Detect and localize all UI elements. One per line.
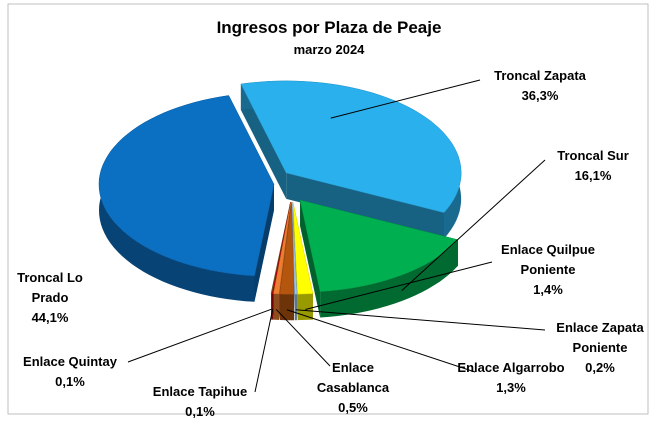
label-value: 0,1% xyxy=(185,404,215,419)
data-label: Enlace Algarrobo 1,3% xyxy=(456,358,566,398)
label-value: 0,1% xyxy=(55,374,85,389)
slice-side xyxy=(320,239,458,318)
slice-side xyxy=(279,294,294,321)
slice xyxy=(98,95,275,277)
label-value: 44,1% xyxy=(31,310,69,325)
slice-side xyxy=(294,294,297,321)
chart-subtitle: marzo 2024 xyxy=(293,42,365,57)
label-category: Enlace Algarrobo xyxy=(457,360,565,375)
label-value: 16,1% xyxy=(574,168,612,183)
label-category: Troncal Lo Prado xyxy=(17,270,83,305)
slice-wall xyxy=(254,184,274,302)
slice xyxy=(240,80,462,213)
slice xyxy=(299,199,459,292)
label-value: 36,3% xyxy=(521,88,559,103)
label-category: Enlace Quintay xyxy=(23,354,117,369)
slice-wall xyxy=(240,84,287,199)
label-category: Enlace Quilpue Poniente xyxy=(501,242,595,277)
leader-line xyxy=(275,309,331,367)
slice-side xyxy=(297,293,313,321)
data-label: Troncal Lo Prado 44,1% xyxy=(8,268,92,328)
data-label: Enlace Casablanca 0,5% xyxy=(298,358,408,418)
data-label: Troncal Sur 16,1% xyxy=(548,146,638,186)
chart-title: Ingresos por Plaza de Peaje xyxy=(216,18,442,37)
slice xyxy=(292,202,314,295)
data-label: Enlace Quilpue Poniente 1,4% xyxy=(478,240,618,300)
label-category: Enlace Casablanca xyxy=(316,360,390,395)
leader-line xyxy=(401,159,546,291)
data-label: Enlace Tapihue 0,1% xyxy=(140,382,260,422)
slice-wall xyxy=(300,200,321,318)
leader-line xyxy=(295,309,546,331)
label-category: Enlace Tapihue xyxy=(152,384,248,399)
data-label: Enlace Zapata Poniente 0,2% xyxy=(540,318,658,378)
leader-line xyxy=(330,79,481,119)
data-label: Troncal Zapata 36,3% xyxy=(470,66,610,106)
label-value: 1,3% xyxy=(496,380,526,395)
leader-line xyxy=(286,309,476,373)
label-value: 0,5% xyxy=(338,400,368,415)
slice xyxy=(292,202,298,295)
slice-side xyxy=(273,293,279,320)
label-category: Troncal Sur xyxy=(557,148,629,163)
leader-line xyxy=(127,308,272,363)
slice-wall xyxy=(286,172,444,239)
label-category: Troncal Zapata xyxy=(494,68,586,83)
leader-line xyxy=(305,261,493,311)
leader-line xyxy=(254,309,274,393)
label-category: Enlace Zapata Poniente xyxy=(556,320,644,355)
label-value: 0,2% xyxy=(585,360,615,375)
slice xyxy=(273,202,292,295)
label-value: 1,4% xyxy=(533,282,563,297)
data-label: Enlace Quintay 0,1% xyxy=(10,352,130,392)
slice-side xyxy=(272,293,274,320)
slice xyxy=(279,202,295,295)
